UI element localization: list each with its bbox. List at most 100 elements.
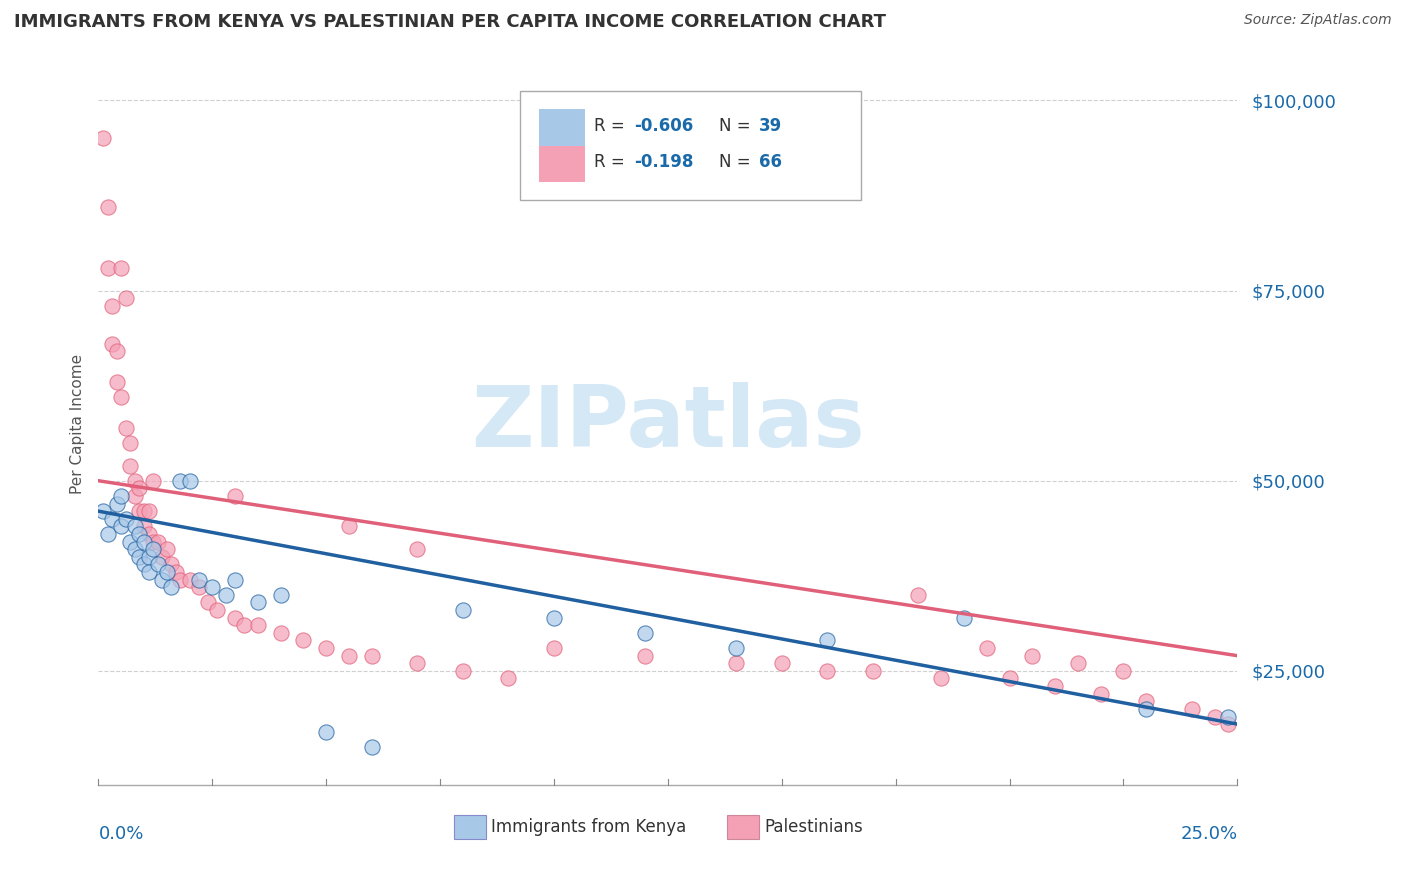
Y-axis label: Per Capita Income: Per Capita Income [69, 353, 84, 494]
Point [543, 641, 565, 656]
Point [120, 435, 142, 450]
Point [187, 573, 209, 587]
Point [132, 519, 155, 533]
Point [124, 489, 146, 503]
Point [233, 618, 256, 632]
Point [138, 527, 160, 541]
Point [187, 580, 209, 594]
Point [110, 519, 132, 533]
Point [246, 595, 269, 609]
Point [360, 739, 382, 754]
Text: Source: ZipAtlas.com: Source: ZipAtlas.com [1244, 13, 1392, 28]
Point [101, 336, 124, 351]
Point [929, 672, 952, 686]
Point [246, 618, 269, 632]
Point [292, 633, 315, 648]
Point [315, 724, 337, 739]
Point [725, 657, 748, 671]
Point [114, 420, 136, 434]
Text: Immigrants from Kenya: Immigrants from Kenya [491, 818, 686, 836]
Point [105, 344, 128, 359]
Point [1090, 687, 1112, 701]
Point [91, 131, 114, 145]
Point [953, 610, 976, 624]
Point [1218, 717, 1240, 731]
Point [128, 549, 150, 564]
Point [634, 625, 657, 640]
Point [169, 474, 191, 488]
Point [205, 603, 228, 617]
Point [105, 497, 128, 511]
Point [169, 573, 191, 587]
Point [998, 672, 1021, 686]
Point [146, 534, 169, 549]
Point [406, 542, 429, 557]
Point [337, 648, 360, 663]
FancyBboxPatch shape [538, 110, 585, 145]
Point [142, 534, 165, 549]
Point [114, 291, 136, 305]
Point [146, 558, 169, 572]
Point [124, 474, 146, 488]
Point [150, 549, 173, 564]
Point [101, 512, 124, 526]
Text: R =: R = [593, 117, 630, 135]
Point [132, 534, 155, 549]
Point [270, 588, 292, 602]
Point [498, 672, 520, 686]
Point [110, 260, 132, 275]
Point [150, 573, 173, 587]
Point [138, 504, 160, 518]
Text: N =: N = [718, 117, 756, 135]
Text: R =: R = [593, 153, 630, 171]
Point [105, 375, 128, 389]
FancyBboxPatch shape [727, 814, 759, 839]
Point [138, 565, 160, 579]
Point [1135, 694, 1157, 708]
Point [179, 573, 201, 587]
Text: 39: 39 [759, 117, 782, 135]
Point [224, 610, 246, 624]
Point [224, 489, 246, 503]
Point [543, 610, 565, 624]
Point [197, 595, 219, 609]
Point [1067, 657, 1090, 671]
Point [142, 474, 165, 488]
Point [360, 648, 382, 663]
Point [634, 648, 657, 663]
Point [124, 542, 146, 557]
FancyBboxPatch shape [538, 145, 585, 182]
Point [976, 641, 998, 656]
Point [156, 542, 179, 557]
Point [179, 474, 201, 488]
Point [160, 558, 183, 572]
Point [110, 390, 132, 404]
Point [142, 542, 165, 557]
Point [270, 625, 292, 640]
Point [337, 519, 360, 533]
Point [451, 664, 474, 678]
Point [1135, 702, 1157, 716]
Point [132, 558, 155, 572]
Point [156, 565, 179, 579]
Text: 25.0%: 25.0% [1180, 825, 1237, 843]
Text: -0.198: -0.198 [634, 153, 693, 171]
Point [91, 504, 114, 518]
Point [110, 489, 132, 503]
Point [725, 641, 748, 656]
Point [1181, 702, 1204, 716]
Point [96, 260, 118, 275]
Point [907, 588, 929, 602]
Point [101, 299, 124, 313]
Point [138, 549, 160, 564]
Point [160, 580, 183, 594]
Point [862, 664, 884, 678]
Point [1218, 709, 1240, 723]
Point [128, 527, 150, 541]
Point [120, 458, 142, 473]
Point [315, 641, 337, 656]
Point [1021, 648, 1043, 663]
Point [128, 481, 150, 495]
Point [128, 504, 150, 518]
FancyBboxPatch shape [520, 91, 862, 200]
